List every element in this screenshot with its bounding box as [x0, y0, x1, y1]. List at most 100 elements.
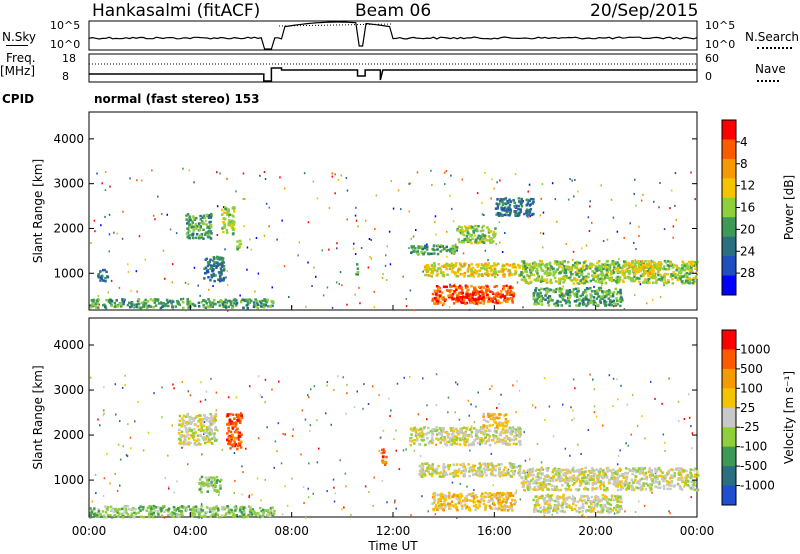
- scatter-point: [276, 238, 278, 241]
- feature-cell: [211, 269, 214, 273]
- feature-cell: [208, 429, 211, 433]
- feature-cell: [505, 263, 509, 266]
- feature-cell: [583, 281, 586, 285]
- scatter-point: [354, 253, 357, 255]
- feature-cell: [609, 277, 613, 280]
- feature-cell: [470, 241, 473, 245]
- feature-cell: [252, 509, 255, 513]
- feature-cell: [414, 247, 417, 250]
- feature-cell: [133, 511, 136, 515]
- feature-cell: [196, 425, 199, 428]
- feature-cell: [526, 483, 530, 486]
- feature-cell: [499, 198, 502, 201]
- feature-cell: [585, 287, 589, 290]
- feature-cell: [642, 265, 646, 269]
- feature-cell: [683, 273, 687, 277]
- feature-cell: [465, 296, 469, 299]
- scatter-point: [193, 181, 195, 184]
- feature-cell: [451, 249, 454, 253]
- scatter-point: [257, 272, 260, 275]
- feature-cell: [189, 302, 192, 305]
- feature-cell: [488, 272, 491, 276]
- feature-cell: [121, 298, 124, 301]
- feature-cell: [212, 434, 216, 438]
- feature-cell: [693, 280, 696, 283]
- scatter-point: [370, 239, 372, 241]
- feature-cell: [604, 489, 608, 492]
- feature-cell: [162, 302, 165, 305]
- feature-cell: [603, 475, 607, 478]
- feature-cell: [496, 427, 500, 430]
- feature-cell: [469, 467, 472, 471]
- feature-cell: [545, 287, 548, 290]
- feature-cell: [464, 225, 467, 228]
- scatter-point: [332, 478, 335, 481]
- scatter-point: [644, 437, 646, 440]
- feature-cell: [518, 432, 521, 435]
- feature-cell: [187, 306, 190, 309]
- feature-cell: [539, 280, 543, 283]
- feature-cell: [485, 424, 488, 428]
- feature-cell: [487, 287, 490, 291]
- scatter-point: [321, 249, 323, 252]
- feature-cell: [178, 414, 182, 418]
- scatter-point: [659, 182, 661, 184]
- feature-cell: [495, 292, 498, 296]
- scatter-point: [409, 289, 412, 292]
- feature-cell: [522, 275, 526, 279]
- feature-cell: [146, 300, 150, 303]
- feature-cell: [499, 502, 502, 505]
- scatter-point: [550, 479, 552, 482]
- feature-cell: [695, 275, 698, 278]
- feature-cell: [467, 274, 470, 278]
- feature-cell: [573, 265, 576, 268]
- feature-cell: [614, 262, 617, 266]
- feature-cell: [90, 299, 94, 302]
- feature-cell: [470, 494, 473, 497]
- scatter-point: [303, 172, 306, 175]
- feature-cell: [203, 436, 206, 439]
- feature-cell: [618, 278, 622, 281]
- feature-cell: [681, 266, 684, 270]
- scatter-point: [279, 176, 281, 179]
- scatter-point: [528, 458, 531, 461]
- scatter-point: [410, 514, 412, 517]
- feature-cell: [438, 504, 441, 507]
- feature-cell: [633, 275, 636, 279]
- feature-cell: [232, 443, 235, 447]
- feature-cell: [640, 268, 644, 271]
- feature-cell: [493, 234, 496, 237]
- feature-cell: [191, 236, 195, 240]
- scatter-point: [541, 183, 544, 186]
- feature-cell: [523, 264, 527, 267]
- feature-cell: [435, 274, 439, 277]
- feature-cell: [423, 470, 426, 474]
- scatter-point: [519, 498, 522, 501]
- feature-cell: [153, 301, 157, 304]
- scatter-point: [373, 306, 376, 309]
- feature-cell: [580, 270, 584, 273]
- feature-cell: [553, 276, 557, 280]
- feature-cell: [438, 245, 442, 249]
- scatter-point: [408, 210, 411, 213]
- feature-cell: [670, 273, 673, 276]
- feature-cell: [500, 268, 503, 271]
- scatter-point: [322, 294, 325, 297]
- feature-cell: [205, 419, 209, 422]
- feature-cell: [91, 302, 94, 305]
- feature-cell: [187, 427, 191, 431]
- feature-cell: [222, 230, 225, 234]
- feature-cell: [538, 259, 542, 263]
- feature-cell: [181, 419, 185, 422]
- scatter-point: [182, 167, 184, 170]
- feature-cell: [453, 250, 457, 254]
- scatter-point: [300, 453, 302, 456]
- feature-cell: [679, 278, 682, 281]
- feature-cell: [511, 263, 515, 266]
- feature-cell: [646, 269, 649, 273]
- scatter-point: [95, 492, 97, 495]
- feature-cell: [619, 300, 623, 304]
- feature-cell: [449, 250, 452, 253]
- feature-cell: [519, 200, 522, 203]
- scatter-point: [307, 221, 310, 224]
